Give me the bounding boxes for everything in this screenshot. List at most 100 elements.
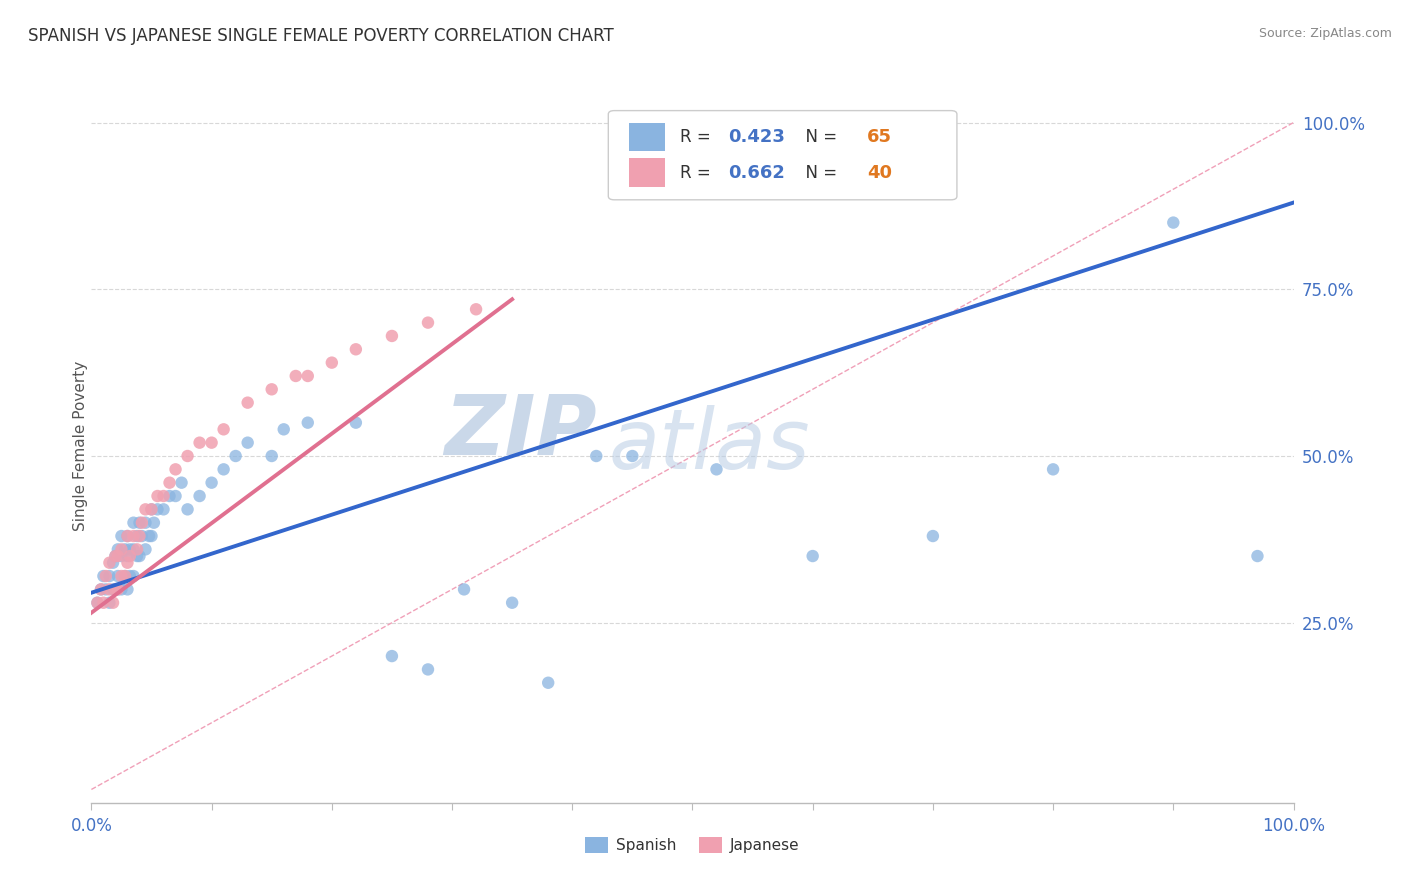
Point (125, 529, 148, 543)
Point (1042, 462, 1064, 476)
Point (122, 529, 145, 543)
Point (621, 449, 644, 463)
Point (165, 462, 187, 476)
Text: 40: 40 (866, 164, 891, 182)
Point (104, 582, 127, 597)
Point (381, 649, 404, 664)
Point (107, 542, 129, 557)
Point (114, 542, 136, 557)
Point (110, 542, 132, 557)
Point (117, 529, 139, 543)
Point (125, 542, 148, 557)
Point (321, 356, 343, 370)
Point (225, 449, 247, 463)
Point (98, 556, 121, 570)
Point (188, 435, 211, 450)
Point (260, 449, 283, 463)
Point (104, 549, 127, 563)
Point (117, 556, 139, 570)
Point (98, 596, 121, 610)
Point (922, 529, 945, 543)
Point (98, 569, 121, 583)
Point (117, 549, 139, 563)
Point (141, 529, 163, 543)
Text: SPANISH VS JAPANESE SINGLE FEMALE POVERTY CORRELATION CHART: SPANISH VS JAPANESE SINGLE FEMALE POVERT… (28, 27, 614, 45)
Point (118, 542, 141, 557)
Point (107, 549, 129, 563)
Point (114, 569, 136, 583)
Point (297, 416, 319, 430)
Point (453, 582, 475, 597)
Point (134, 516, 156, 530)
Point (104, 582, 127, 597)
Point (159, 489, 181, 503)
Point (141, 502, 163, 516)
Point (801, 549, 824, 563)
Point (90, 582, 112, 597)
Bar (628, 159, 665, 187)
Point (176, 502, 198, 516)
Point (138, 529, 160, 543)
Text: R =: R = (681, 128, 717, 146)
Legend: Spanish, Japanese: Spanish, Japanese (579, 831, 806, 859)
Point (537, 675, 560, 690)
Point (122, 569, 145, 583)
Point (110, 529, 132, 543)
Text: Source: ZipAtlas.com: Source: ZipAtlas.com (1258, 27, 1392, 40)
Point (125, 549, 148, 563)
Point (110, 549, 132, 563)
Point (273, 422, 295, 436)
Point (131, 516, 153, 530)
Point (94, 582, 117, 597)
Point (86, 596, 108, 610)
Point (128, 529, 150, 543)
Point (170, 475, 193, 490)
Point (1161, 216, 1184, 230)
Point (212, 462, 235, 476)
Point (118, 569, 141, 583)
Text: N =: N = (794, 164, 842, 182)
Point (107, 582, 129, 597)
Text: R =: R = (681, 164, 717, 182)
Point (201, 475, 224, 490)
Text: N =: N = (794, 128, 842, 146)
Point (260, 382, 283, 396)
Point (142, 516, 165, 530)
Point (236, 395, 259, 409)
Point (416, 662, 439, 676)
Point (122, 516, 145, 530)
Point (118, 549, 141, 563)
Point (212, 422, 235, 436)
Point (101, 556, 124, 570)
Point (107, 569, 129, 583)
Point (297, 368, 319, 383)
Point (146, 502, 169, 516)
Text: ZIP: ZIP (444, 392, 596, 472)
Text: atlas: atlas (609, 406, 810, 486)
Point (236, 435, 259, 450)
Point (101, 582, 124, 597)
Point (141, 502, 163, 516)
Point (381, 329, 404, 343)
Point (98, 582, 121, 597)
Point (201, 435, 224, 450)
Text: 0.423: 0.423 (728, 128, 786, 146)
Bar (628, 123, 665, 152)
Point (94, 569, 117, 583)
Point (284, 368, 307, 383)
Point (131, 529, 153, 543)
Point (110, 582, 132, 597)
Point (134, 542, 156, 557)
Point (93, 596, 115, 610)
Point (159, 475, 181, 490)
Text: 65: 65 (866, 128, 891, 146)
Point (176, 449, 198, 463)
Y-axis label: Single Female Poverty: Single Female Poverty (73, 361, 87, 531)
Point (416, 316, 439, 330)
Point (188, 489, 211, 503)
Point (465, 302, 488, 317)
Point (152, 502, 174, 516)
Point (134, 502, 156, 516)
Point (706, 462, 728, 476)
Point (117, 582, 139, 597)
